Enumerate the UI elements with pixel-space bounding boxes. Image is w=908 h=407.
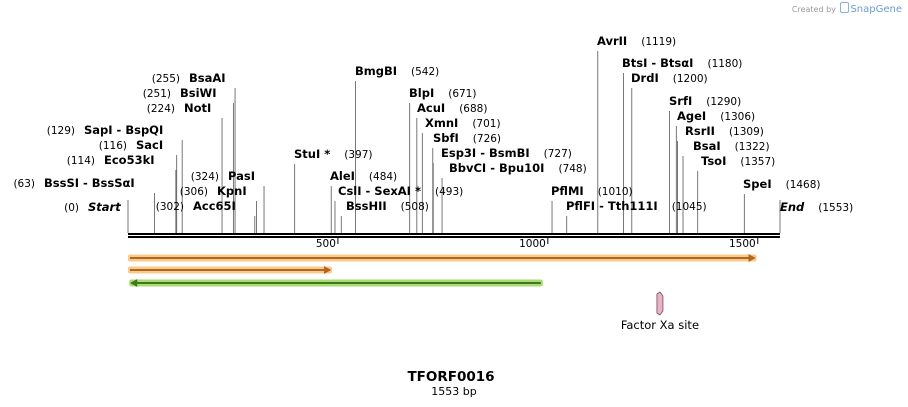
site-position-avrii: (1119)	[641, 36, 676, 48]
site-label-start[interactable]: Start	[88, 200, 121, 214]
site-label-end[interactable]: End	[780, 200, 805, 214]
features: Factor Xa site	[128, 254, 757, 332]
site-position-saci: (116)	[99, 140, 127, 152]
factor-xa-site-icon	[656, 291, 664, 316]
site-label-srfi[interactable]: SrfI	[669, 94, 692, 108]
site-label-acui[interactable]: AcuI	[417, 101, 445, 115]
axis-tick-label: 500	[316, 238, 336, 250]
site-label-sapi-bspqi[interactable]: SapI - BspQI	[84, 123, 163, 137]
site-label-pflmi[interactable]: PflMI	[551, 184, 584, 198]
site-label-bsshii[interactable]: BssHII	[346, 199, 387, 213]
site-position-sbfi: (726)	[473, 133, 501, 145]
site-label-avrii[interactable]: AvrII	[597, 34, 627, 48]
site-position-start: (0)	[64, 202, 79, 214]
site-position-bsssi-bsss-i: (63)	[13, 178, 35, 190]
site-label-tsoi[interactable]: TsoI	[701, 154, 726, 168]
site-position-bsiwi: (251)	[143, 88, 171, 100]
site-position-bsaai: (255)	[152, 73, 180, 85]
site-label-eco53ki[interactable]: Eco53kI	[104, 153, 155, 167]
site-label-xmni[interactable]: XmnI	[425, 116, 458, 130]
site-label-bsaai[interactable]: BsaAI	[189, 71, 226, 85]
site-position-drdi: (1200)	[673, 73, 708, 85]
site-position-bsshii: (508)	[401, 201, 429, 213]
credit-brand: SnapGene	[850, 4, 902, 15]
snapgene-logo-icon	[840, 2, 850, 13]
orf-arrow-2[interactable]	[128, 266, 333, 274]
site-label-bbvci-bpu10i[interactable]: BbvCI - Bpu10I	[449, 161, 544, 175]
site-label-sbfi[interactable]: SbfI	[433, 131, 459, 145]
site-label-bsiwi[interactable]: BsiWI	[180, 86, 217, 100]
site-label-agei[interactable]: AgeI	[677, 109, 706, 123]
orf-arrowhead	[748, 254, 756, 262]
site-position-stui: (397)	[344, 149, 372, 161]
site-position-csli-sexai: (493)	[435, 186, 463, 198]
site-position-agei: (1306)	[720, 111, 755, 123]
orf-arrowhead	[130, 279, 138, 287]
site-position-alei: (484)	[369, 171, 397, 183]
site-position-pflmi: (1010)	[598, 186, 633, 198]
orf-arrow-3[interactable]	[129, 279, 543, 287]
axis-ticks: 500 1000 1500	[316, 238, 759, 250]
sequence-title: TFORF0016	[407, 369, 494, 385]
site-label-rsrii[interactable]: RsrII	[685, 124, 715, 138]
site-label-saci[interactable]: SacI	[136, 138, 163, 152]
backbone	[128, 233, 780, 238]
site-label-blpi[interactable]: BlpI	[409, 86, 434, 100]
site-label-bsssi-bsss-i[interactable]: BssSI - BssSαI	[44, 176, 135, 190]
site-label-acc65i[interactable]: Acc65I	[193, 199, 236, 213]
site-position-kpni: (306)	[180, 186, 208, 198]
site-position-acc65i: (302)	[156, 201, 184, 213]
backbone-top-strand	[128, 233, 780, 235]
site-position-noti: (224)	[147, 103, 175, 115]
site-position-pasi: (324)	[191, 171, 219, 183]
site-label-pflfi-tth111i[interactable]: PflFI - Tth111I	[566, 199, 658, 213]
site-position-rsrii: (1309)	[729, 126, 764, 138]
site-label-kpni[interactable]: KpnI	[217, 184, 247, 198]
site-position-pflfi-tth111i: (1045)	[672, 201, 707, 213]
site-position-bmgbi: (542)	[411, 66, 439, 78]
site-position-bsai: (1322)	[735, 141, 770, 153]
factor-xa-site-label: Factor Xa site	[621, 318, 699, 332]
axis-tick-label: 1000	[519, 238, 546, 250]
site-position-xmni: (701)	[472, 118, 500, 130]
site-label-bsai[interactable]: BsaI	[693, 139, 721, 153]
site-label-stui[interactable]: StuI *	[294, 147, 330, 161]
site-label-drdi[interactable]: DrdI	[631, 71, 659, 85]
site-label-bmgbi[interactable]: BmgBI	[355, 64, 397, 78]
site-label-csli-sexai[interactable]: CslI - SexAI *	[338, 184, 421, 198]
site-position-bbvci-bpu10i: (748)	[558, 163, 586, 175]
orf-arrowhead	[324, 266, 332, 274]
site-labels: (0) Start(63) BssSI - BssSαI(114) Eco53kI(1…	[13, 34, 853, 214]
site-position-end: (1553)	[818, 202, 853, 214]
sequence-length: 1553 bp	[431, 385, 476, 398]
site-position-esp3i-bsmbi: (727)	[544, 148, 572, 160]
site-position-srfi: (1290)	[706, 96, 741, 108]
site-position-acui: (688)	[459, 103, 487, 115]
site-position-eco53ki: (114)	[67, 155, 95, 167]
snapgene-credit: Created by SnapGene	[792, 2, 902, 15]
site-label-pasi[interactable]: PasI	[228, 169, 255, 183]
factor-xa-site[interactable]: Factor Xa site	[621, 291, 699, 332]
site-position-sapi-bspqi: (129)	[47, 125, 75, 137]
site-label-alei[interactable]: AleI	[330, 169, 355, 183]
site-label-esp3i-bsmbi[interactable]: Esp3I - BsmBI	[441, 146, 530, 160]
site-label-noti[interactable]: NotI	[184, 101, 211, 115]
site-position-tsoi: (1357)	[740, 156, 775, 168]
site-label-spei[interactable]: SpeI	[743, 177, 772, 191]
axis-tick-label: 1500	[729, 238, 756, 250]
site-label-lines	[127, 51, 781, 233]
credit-prefix: Created by	[791, 5, 836, 14]
orf-arrow-1[interactable]	[128, 254, 757, 262]
backbone-bottom-strand	[128, 236, 780, 238]
site-position-btsi-bts-i: (1180)	[707, 58, 742, 70]
site-position-blpi: (671)	[448, 88, 476, 100]
site-position-spei: (1468)	[786, 179, 821, 191]
site-label-btsi-bts-i[interactable]: BtsI - BtsαI	[622, 56, 693, 70]
